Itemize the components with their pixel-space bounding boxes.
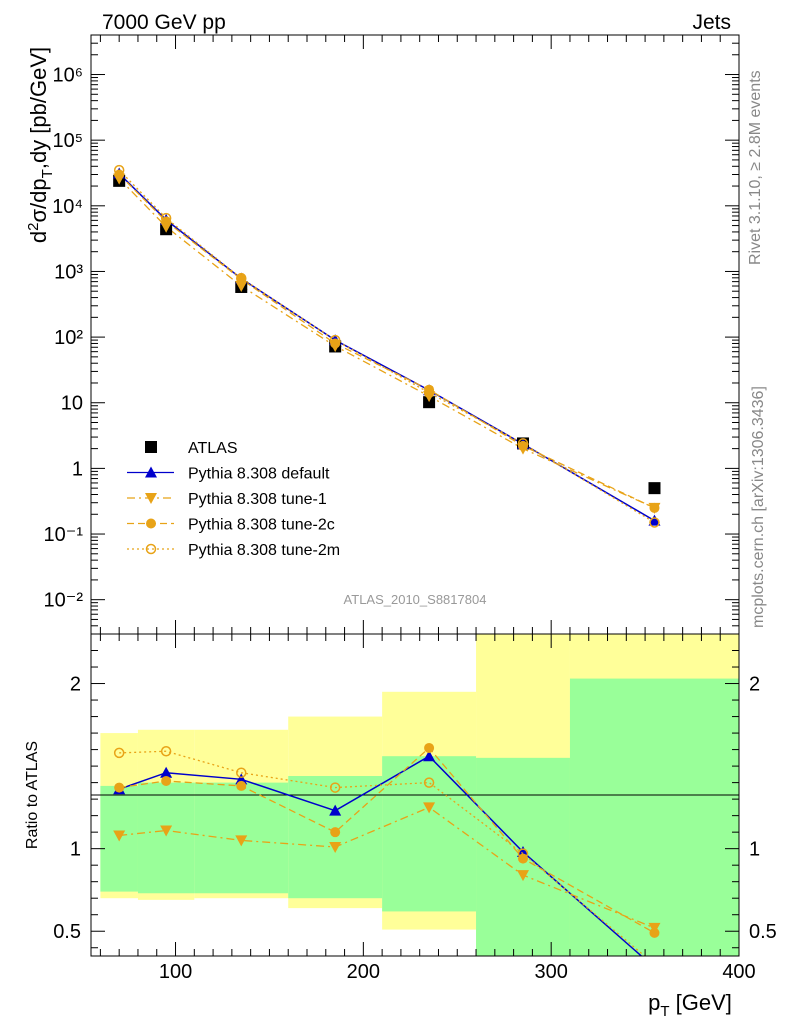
- xtick-label: 100: [159, 961, 192, 983]
- ratio-line-series-3: [119, 750, 646, 956]
- ratio-point-s1-4: [423, 802, 436, 814]
- main-ytick-label: 10⁻²: [44, 590, 84, 612]
- main-ylabel: d2σ/dpT,dy [pb/GeV]: [25, 47, 56, 243]
- analysis-label: ATLAS_2010_S8817804: [344, 592, 487, 607]
- ratio-point-s2-2: [236, 780, 247, 791]
- ratio-point-s0-2: [235, 773, 248, 785]
- main-point-s1-6: [648, 514, 661, 526]
- rivet-label: Rivet 3.1.10, ≥ 2.8M events: [747, 70, 764, 265]
- main-ytick-labels: 10⁻² 10⁻¹ 1 10 10² 10³ 10⁴ 10⁵ 10⁶: [44, 65, 84, 612]
- ratio-ytick-label-left: 0.5: [53, 921, 81, 943]
- main-point-s3-6: [649, 502, 660, 513]
- xtick-label: 400: [722, 961, 755, 983]
- ratio-point-s2-4: [424, 742, 435, 753]
- band-inner: [569, 678, 739, 956]
- ratio-ytick-labels: 0.5 0.5 1 1 2 2: [53, 674, 777, 944]
- ratio-point-s2-1: [161, 775, 172, 786]
- ratio-frame: [90, 633, 740, 957]
- main-point-s4-1: [160, 212, 172, 224]
- main-point-s0-6: [648, 482, 661, 495]
- main-ytick-label: 10³: [54, 261, 83, 283]
- main-ytick-label: 10⁻¹: [44, 524, 84, 546]
- main-markers: [113, 164, 661, 528]
- ratio-panel: 0.5 0.5 1 1 2 2 100 200 300 400 Ratio to ATLAS p…: [24, 633, 777, 1020]
- legend-label: Pythia 8.308 default: [188, 466, 330, 483]
- ratio-point-s1-1: [160, 825, 173, 837]
- main-line-series-2: [118, 178, 655, 509]
- main-point-s4-5: [517, 438, 529, 449]
- ratio-point-s3-3: [329, 782, 341, 793]
- ratio-point-s3-5: [517, 848, 529, 859]
- ratio-point-s2-6: [649, 927, 660, 938]
- main-point-s3-3: [330, 338, 341, 349]
- ratio-point-s3-0: [113, 747, 125, 759]
- ratio-point-s1-3: [329, 842, 342, 854]
- legend-label: Pythia 8.308 tune-1: [188, 491, 327, 508]
- main-point-s3-4: [424, 384, 435, 395]
- main-ytick-label: 10⁴: [52, 196, 83, 218]
- ratio-ytick-label-right: 1: [749, 839, 760, 861]
- ratio-ytick-label-right: 0.5: [749, 921, 777, 943]
- xtick-label: 300: [534, 961, 567, 983]
- header-left: 7000 GeV pp: [102, 11, 226, 34]
- ratio-ylabel: Ratio to ATLAS: [24, 741, 41, 849]
- ratio-point-s1-0: [113, 830, 126, 842]
- ratio-point-s0-1: [160, 766, 173, 778]
- main-point-s4-0: [113, 164, 125, 176]
- main-ytick-label: 1: [72, 458, 83, 480]
- legend-label: Pythia 8.308 tune-2c: [188, 517, 335, 534]
- main-line-series-3: [118, 174, 655, 509]
- main-point-s2-2: [235, 281, 248, 293]
- legend-marker: [145, 493, 157, 504]
- ratio-ytick-label-left: 1: [70, 839, 81, 861]
- xlabel: pT [GeV]: [648, 990, 732, 1020]
- legend-marker: [146, 518, 156, 529]
- main-point-s4-2: [236, 272, 247, 284]
- legend: ATLAS Pythia 8.308 default Pythia 8.308 tu…: [127, 440, 340, 559]
- main-point-s4-4: [423, 387, 435, 398]
- xtick-labels: 100 200 300 400: [159, 961, 756, 983]
- main-point-s3-1: [161, 216, 172, 227]
- ratio-point-s3-2: [236, 767, 247, 778]
- main-point-s4-3: [329, 334, 341, 346]
- ratio-point-s2-3: [330, 827, 341, 838]
- band-inner: [137, 782, 195, 894]
- band-inner: [382, 756, 477, 912]
- ratio-point-s0-4: [423, 750, 436, 762]
- ratio-point-s1-5: [517, 870, 529, 882]
- ratio-curves: [113, 742, 661, 956]
- legend-marker: [145, 543, 157, 555]
- xtick-label: 200: [347, 961, 380, 983]
- main-panel: 10⁻² 10⁻¹ 1 10 10² 10³ 10⁴ 10⁵ 10⁶ ATLAS_2010_S8…: [25, 34, 740, 635]
- main-ticks: [91, 34, 740, 635]
- mcplots-label: mcplots.cern.ch [arXiv:1306.3436]: [750, 386, 767, 628]
- main-ytick-label: 10⁵: [52, 130, 83, 152]
- ratio-ytick-label-right: 2: [749, 674, 760, 696]
- ratio-point-s0-3: [329, 804, 342, 816]
- legend-marker: [145, 466, 157, 478]
- legend-marker: [145, 441, 157, 453]
- ratio-point-s2-0: [114, 782, 125, 793]
- header-right: Jets: [692, 11, 731, 34]
- ratio-ticks: [91, 634, 740, 956]
- ratio-bands: [100, 634, 739, 956]
- main-point-s4-6: [649, 517, 660, 528]
- main-ytick-label: 10: [61, 393, 83, 415]
- main-point-s3-5: [518, 440, 528, 451]
- main-ytick-label: 10²: [54, 327, 83, 349]
- main-ytick-label: 10⁶: [53, 65, 83, 87]
- legend-label: Pythia 8.308 tune-2m: [188, 542, 340, 559]
- legend-label: ATLAS: [188, 440, 238, 457]
- ratio-point-s3-4: [423, 777, 435, 788]
- ratio-point-s1-2: [235, 835, 248, 847]
- main-point-s0-4: [423, 396, 436, 409]
- ratio-ytick-label-left: 2: [70, 674, 81, 696]
- ratio-point-s0-5: [517, 845, 529, 857]
- ratio-point-s3-1: [160, 745, 172, 757]
